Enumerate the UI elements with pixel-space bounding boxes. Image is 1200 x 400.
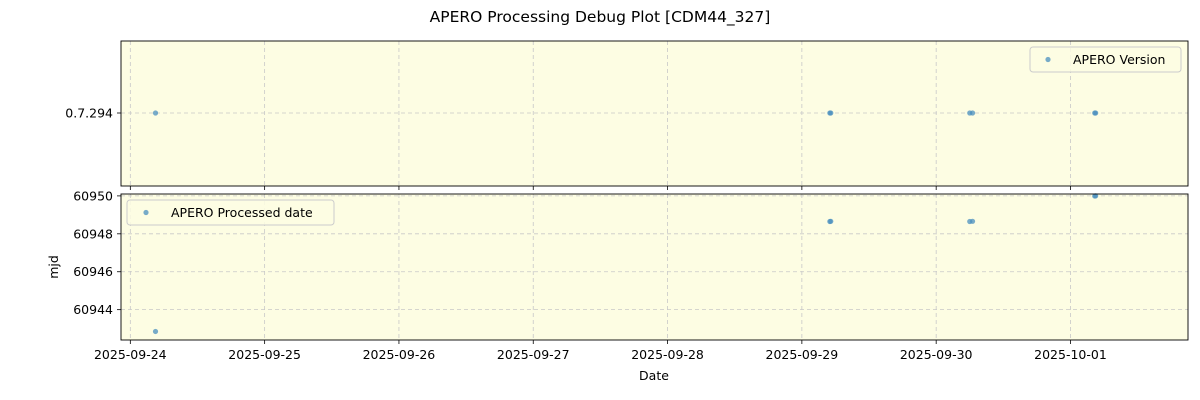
data-point xyxy=(828,218,834,224)
y-axis-label: mjd xyxy=(46,255,61,279)
legend-processed-box xyxy=(126,199,335,226)
x-tick-label: 2025-10-01 xyxy=(1034,347,1107,362)
panel-processed-grid xyxy=(121,194,1188,340)
panel-version-points xyxy=(152,110,1099,116)
x-tick-label: 2025-09-25 xyxy=(228,347,301,362)
panel-processed-points xyxy=(152,193,1099,335)
panel-version-grid xyxy=(121,41,1188,186)
y-tick-label: 60944 xyxy=(73,302,113,317)
panel-version-xtick-marks xyxy=(129,186,1071,190)
legend-version-label: APERO Version xyxy=(1073,52,1165,67)
y-tick-label: 60948 xyxy=(73,226,113,241)
x-tick-label: 2025-09-30 xyxy=(900,347,973,362)
legend-version: APERO Version xyxy=(1029,46,1182,73)
legend-version-box xyxy=(1029,46,1182,73)
data-point xyxy=(828,110,834,116)
panel-version-background xyxy=(121,41,1188,186)
panel-processed-yticks: 60944 60946 60948 60950 xyxy=(73,188,121,317)
data-point xyxy=(152,110,159,116)
panel-version-frame xyxy=(120,40,1189,187)
y-tick-label: 60950 xyxy=(73,188,113,203)
legend-version-marker xyxy=(1045,56,1051,63)
x-tick-label: 2025-09-26 xyxy=(363,347,436,362)
data-point xyxy=(152,328,159,335)
legend-processed-label: APERO Processed date xyxy=(171,205,313,220)
data-point xyxy=(1093,193,1099,199)
x-tick-label: 2025-09-29 xyxy=(766,347,839,362)
data-point xyxy=(1093,110,1099,116)
chart-title: APERO Processing Debug Plot [CDM44_327] xyxy=(430,8,771,27)
legend-processed: APERO Processed date xyxy=(126,199,335,226)
x-tick-label: 2025-09-24 xyxy=(94,347,167,362)
y-tick-label: 0.7.294 xyxy=(65,106,113,121)
data-point xyxy=(969,110,976,116)
panel-version-yticks: 0.7.294 xyxy=(65,106,121,121)
x-tick-label: 2025-09-27 xyxy=(497,347,570,362)
panel-version: 0.7.294 APERO Version xyxy=(65,40,1189,190)
data-point xyxy=(969,218,976,224)
x-axis-label: Date xyxy=(639,368,669,383)
y-tick-label: 60946 xyxy=(73,264,113,279)
x-tick-label: 2025-09-28 xyxy=(631,347,704,362)
panel-processed-frame xyxy=(120,193,1189,341)
legend-processed-marker xyxy=(143,209,149,216)
x-axis-ticks: 2025-09-24 2025-09-25 2025-09-26 2025-09-27… xyxy=(94,340,1107,362)
